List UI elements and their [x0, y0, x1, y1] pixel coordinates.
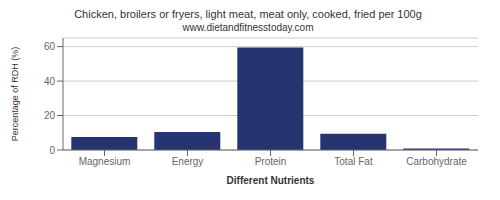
svg-text:Carbohydrate: Carbohydrate [406, 156, 467, 167]
svg-text:Total Fat: Total Fat [334, 156, 373, 167]
svg-text:Percentage of RDH (%): Percentage of RDH (%) [10, 47, 20, 142]
svg-text:0: 0 [49, 145, 55, 156]
svg-text:40: 40 [44, 76, 56, 87]
html-text:www.dietandfitnesstoday.com: www.dietandfitnesstoday.com [182, 22, 314, 33]
svg-text:20: 20 [44, 110, 56, 121]
svg-text:Energy: Energy [172, 156, 204, 167]
svg-text:60: 60 [44, 41, 56, 52]
svg-text:Protein: Protein [255, 156, 287, 167]
svg-text:Magnesium: Magnesium [79, 156, 131, 167]
svg-text:Different Nutrients: Different Nutrients [227, 175, 315, 186]
html-text:Chicken, broilers or fryers, l: Chicken, broilers or fryers, light meat,… [74, 8, 422, 20]
